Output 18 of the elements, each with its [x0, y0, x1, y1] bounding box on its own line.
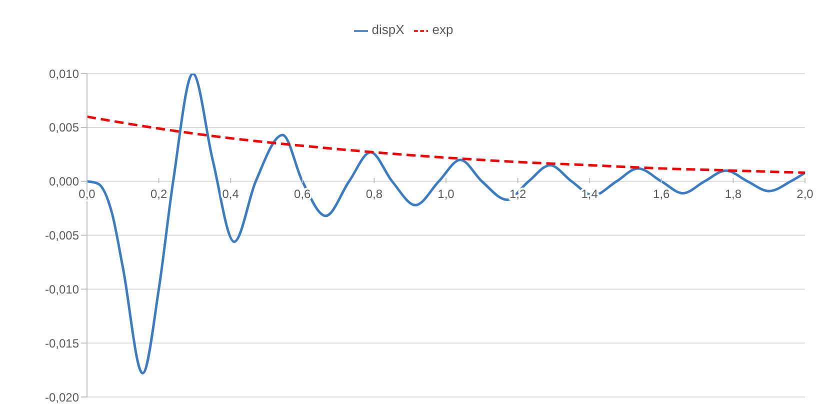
y-tick-label: -0,020: [44, 390, 80, 404]
x-tick-label: 0,8: [366, 187, 383, 201]
x-tick-label: 0,4: [222, 187, 240, 201]
x-tick-label: 0,0: [78, 187, 96, 201]
y-tick-label: -0,015: [44, 336, 80, 350]
line-series: [87, 115, 805, 174]
legend-label: exp: [432, 22, 454, 37]
x-tick-label: 0,2: [150, 187, 168, 201]
y-tick-label: -0,005: [44, 228, 80, 243]
y-tick-label: 0,000: [48, 174, 80, 189]
y-tick-label: 0,005: [48, 120, 80, 135]
y-tick-label: 0,010: [48, 66, 80, 81]
x-tick-label: 2,0: [796, 187, 814, 201]
y-tick-label: -0,010: [44, 282, 80, 296]
x-tick-label: 1,0: [438, 187, 455, 201]
x-tick-label: 1,6: [653, 187, 670, 201]
x-tick-label: 1,8: [724, 187, 742, 201]
legend-label: dispX: [372, 22, 404, 37]
